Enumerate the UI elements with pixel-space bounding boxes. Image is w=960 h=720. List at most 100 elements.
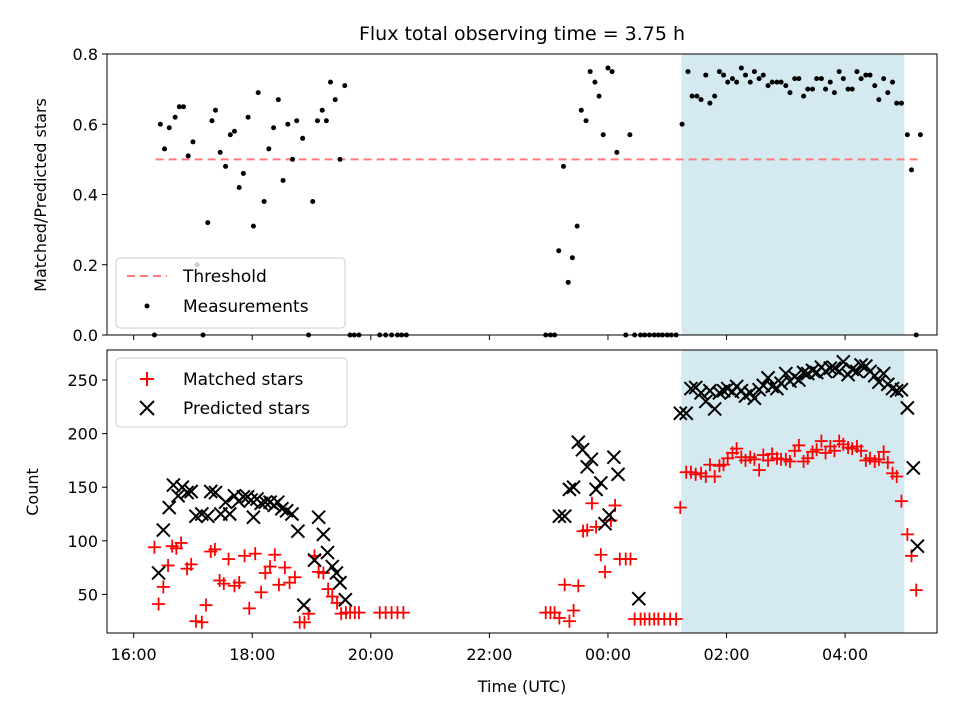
predicted-star-point: [218, 495, 233, 510]
measurement-point: [729, 76, 735, 82]
measurement-point: [294, 118, 300, 124]
measurement-point: [760, 72, 766, 78]
measurement-point: [898, 100, 904, 106]
matched-star-point: [238, 549, 252, 563]
matched-star-point: [156, 580, 170, 594]
matched-star-point: [814, 434, 828, 448]
matched-star-point: [147, 540, 161, 554]
measurement-point: [725, 79, 731, 85]
x-axis-label: Time (UTC): [477, 677, 566, 696]
measurement-point: [280, 177, 286, 183]
measurement-point: [310, 199, 316, 205]
matched-star-point: [881, 456, 895, 470]
predicted-star-point: [290, 523, 306, 539]
matched-star-point: [195, 615, 209, 629]
measurement-point: [314, 118, 320, 124]
predicted-star-point: [243, 492, 259, 508]
bottom-x-ticks: 16:00 18:00 20:00 22:00 00:00 02:00 04:00: [111, 633, 868, 664]
predicted-star-point: [311, 510, 326, 525]
matched-star-point: [232, 576, 246, 590]
measurement-point: [765, 83, 771, 89]
matched-star-point: [297, 615, 311, 629]
measurement-point: [756, 76, 762, 82]
measurement-point: [614, 149, 620, 155]
measurement-point: [266, 146, 272, 152]
measurement-point: [227, 132, 233, 138]
measurement-point: [827, 79, 833, 85]
predicted-star-point: [597, 516, 613, 531]
matched-star-point: [580, 523, 594, 537]
x-tick-label: 18:00: [229, 645, 275, 664]
matched-star-point: [877, 445, 891, 459]
predicted-star-point: [284, 506, 300, 522]
measurement-point: [323, 118, 329, 124]
matched-star-point: [752, 463, 766, 477]
top-highlight-span: [681, 54, 905, 335]
measurement-point: [627, 132, 633, 138]
measurement-point: [190, 139, 196, 145]
legend-measurements-label: Measurements: [183, 297, 309, 317]
matched-star-point: [854, 444, 868, 458]
predicted-star-point: [274, 501, 290, 516]
measurement-point: [796, 76, 802, 82]
measurement-point: [592, 79, 598, 85]
matched-star-point: [248, 547, 262, 561]
predicted-star-point: [683, 381, 699, 396]
bottom-y-label: Count: [23, 468, 42, 516]
measurement-point: [332, 97, 338, 103]
predicted-star-point: [601, 507, 617, 523]
predicted-star-point: [631, 591, 646, 606]
measurement-point: [694, 93, 700, 99]
predicted-star-point: [151, 565, 166, 581]
predicted-star-point: [693, 385, 709, 401]
predicted-star-point: [316, 527, 331, 542]
predicted-star-point: [236, 489, 251, 505]
measurement-point: [157, 121, 163, 127]
measurement-point: [863, 72, 869, 78]
measurement-point: [845, 86, 851, 92]
measurement-point: [605, 65, 611, 71]
predicted-star-point: [584, 452, 599, 467]
predicted-star-point: [853, 357, 869, 373]
x-tick-label: 02:00: [703, 645, 749, 664]
predicted-star-point: [773, 376, 789, 391]
measurement-point: [751, 69, 757, 75]
predicted-star-point: [307, 552, 322, 568]
matched-star-point: [673, 501, 687, 515]
predicted-star-point: [203, 484, 218, 499]
measurement-point: [867, 72, 873, 78]
measurement-point: [285, 121, 291, 127]
bottom-highlight-span: [681, 350, 905, 633]
measurement-point: [904, 132, 910, 138]
matched-star-point: [567, 603, 581, 617]
matched-star-point: [909, 583, 923, 597]
predicted-star-point: [166, 477, 181, 493]
matched-star-point: [747, 452, 761, 466]
measurement-point: [240, 170, 246, 176]
measurement-point: [783, 83, 789, 89]
matched-star-point: [562, 614, 576, 628]
measurement-point: [831, 90, 837, 96]
measurement-point: [774, 79, 780, 85]
predicted-star-point: [906, 460, 921, 476]
measurement-point: [689, 93, 695, 99]
predicted-star-point: [329, 565, 344, 581]
top-y-ticks: 0.0 0.2 0.4 0.6 0.8: [73, 45, 107, 345]
x-tick-label: 20:00: [348, 645, 394, 664]
measurement-point: [679, 121, 685, 127]
y-tick-label: 200: [67, 425, 98, 444]
predicted-star-point: [805, 363, 820, 378]
legend-matched-swatch: [140, 372, 154, 386]
predicted-star-point: [557, 508, 572, 524]
measurement-point: [801, 93, 807, 99]
measurement-point: [250, 223, 256, 229]
measurement-point: [574, 223, 580, 229]
predicted-star-point: [338, 592, 353, 607]
y-tick-label: 0.0: [73, 326, 98, 345]
measurement-point: [172, 114, 178, 120]
predicted-star-point: [566, 480, 581, 495]
predicted-star-point: [593, 475, 609, 491]
measurement-point: [609, 69, 615, 75]
matched-star-point: [827, 444, 841, 458]
predicted-star-point: [679, 406, 694, 421]
